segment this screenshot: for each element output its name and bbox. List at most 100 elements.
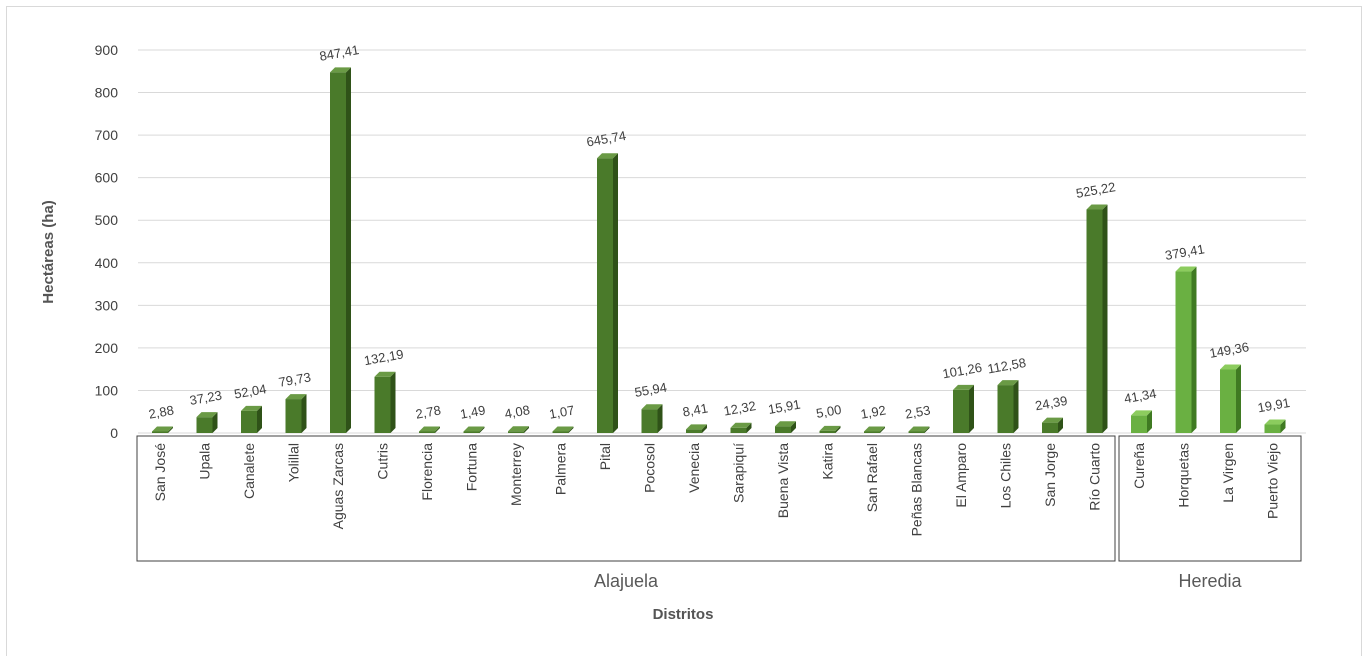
bar: [997, 385, 1014, 433]
bar-top: [730, 422, 752, 428]
bar-side: [1147, 410, 1152, 433]
bar: [419, 431, 435, 433]
bar-side: [346, 67, 351, 433]
bar-side: [880, 426, 885, 433]
data-label: 12,32: [722, 398, 757, 418]
bar: [552, 431, 569, 433]
data-label: 379,41: [1164, 241, 1206, 263]
bar-top: [819, 425, 841, 431]
x-category-label: Pital: [597, 443, 613, 470]
data-label: 37,23: [188, 388, 223, 408]
bar: [953, 389, 969, 433]
bar-top: [908, 426, 930, 432]
gridlines: [138, 49, 1306, 434]
bar-side: [568, 426, 574, 433]
bar-side: [746, 422, 752, 433]
x-category-label: Río Cuarto: [1087, 443, 1103, 511]
bar: [285, 399, 302, 433]
bar: [241, 410, 257, 433]
bar: [597, 158, 613, 433]
data-label: 55,94: [633, 380, 668, 400]
data-label: 8,41: [681, 400, 709, 419]
y-axis-title: Hectáreas (ha): [40, 200, 57, 303]
bar-side: [702, 424, 707, 433]
bar-top: [775, 421, 796, 427]
group-label: Alajuela: [594, 571, 659, 591]
bar-top: [1220, 364, 1241, 370]
bar: [196, 417, 213, 433]
bar-top: [1264, 419, 1286, 425]
bar-side: [257, 405, 262, 433]
group-label: Heredia: [1178, 571, 1242, 591]
x-category-label: El Amparo: [953, 443, 969, 508]
data-labels: 2,88 37,23 52,04 79,73 847,41 132,19 2,78 1,49 4…: [147, 42, 1291, 422]
chart-frame: [6, 6, 1362, 656]
data-label: 41,34: [1123, 386, 1158, 406]
y-tick-label: 300: [95, 297, 119, 313]
data-label: 24,39: [1034, 393, 1069, 413]
bar-top: [374, 371, 396, 377]
y-axis-ticks: 0 100 200 300 400 500 600 700 800 900: [95, 42, 119, 441]
data-label: 4,08: [503, 402, 531, 421]
bar: [1264, 424, 1281, 433]
x-category-label: Canalete: [241, 443, 257, 499]
bar: [1220, 369, 1236, 433]
x-category-label: Venecia: [686, 443, 702, 493]
bar-side: [1191, 266, 1197, 433]
bar: [330, 72, 346, 433]
data-label: 19,91: [1256, 395, 1291, 415]
bar-side: [301, 394, 307, 433]
bar: [152, 431, 168, 433]
x-category-label: San José: [152, 443, 168, 502]
x-category-label: Cureña: [1131, 443, 1147, 489]
bar: [686, 429, 702, 433]
x-category-label: Monterrey: [508, 443, 524, 506]
bar-side: [1013, 380, 1019, 433]
bar-side: [657, 404, 663, 433]
y-tick-label: 900: [95, 42, 119, 58]
x-category-label: Yolillal: [286, 443, 302, 482]
bar-side: [835, 425, 841, 433]
y-tick-label: 200: [95, 340, 119, 356]
x-category-label: Fortuna: [464, 443, 480, 491]
bar-top: [997, 380, 1019, 386]
x-axis-categories: San José Upala Canalete Yolillal Aguas Zarca…: [152, 443, 1281, 537]
x-category-label: Cutris: [375, 443, 391, 480]
bar-side: [1058, 417, 1063, 433]
y-tick-label: 800: [95, 85, 119, 101]
data-label: 645,74: [585, 128, 627, 150]
bar: [775, 426, 791, 433]
data-label: 101,26: [941, 360, 983, 382]
y-tick-label: 100: [95, 382, 119, 398]
bar: [864, 431, 880, 433]
data-label: 149,36: [1208, 339, 1250, 361]
bar-side: [791, 421, 796, 433]
x-category-label: Aguas Zarcas: [330, 443, 346, 529]
data-label: 52,04: [233, 381, 268, 401]
group-box: [1118, 435, 1302, 562]
x-category-label: Peñas Blancas: [909, 443, 925, 536]
x-category-label: Florencia: [419, 443, 435, 501]
x-category-label: Sarapiquí: [731, 443, 747, 503]
bar-side: [390, 371, 396, 433]
bar: [641, 409, 658, 433]
x-category-label: San Jorge: [1042, 443, 1058, 507]
bar-side: [524, 426, 529, 433]
data-label: 1,07: [548, 402, 576, 421]
bar-side: [168, 426, 173, 433]
x-axis-title: Distritos: [653, 606, 714, 623]
x-category-label: Los Chiles: [998, 443, 1014, 508]
bar-top: [1131, 410, 1152, 416]
data-label: 5,00: [815, 402, 843, 421]
bar-top: [241, 405, 262, 411]
bar-top: [419, 426, 440, 432]
bars: [152, 67, 1286, 433]
bar-top: [1175, 266, 1197, 272]
x-category-label: Buena Vista: [775, 443, 791, 518]
x-category-label: Pocosol: [642, 443, 658, 493]
data-label: 847,41: [318, 42, 360, 64]
bar: [819, 430, 836, 433]
bar: [374, 376, 391, 433]
bar-top: [552, 426, 574, 432]
